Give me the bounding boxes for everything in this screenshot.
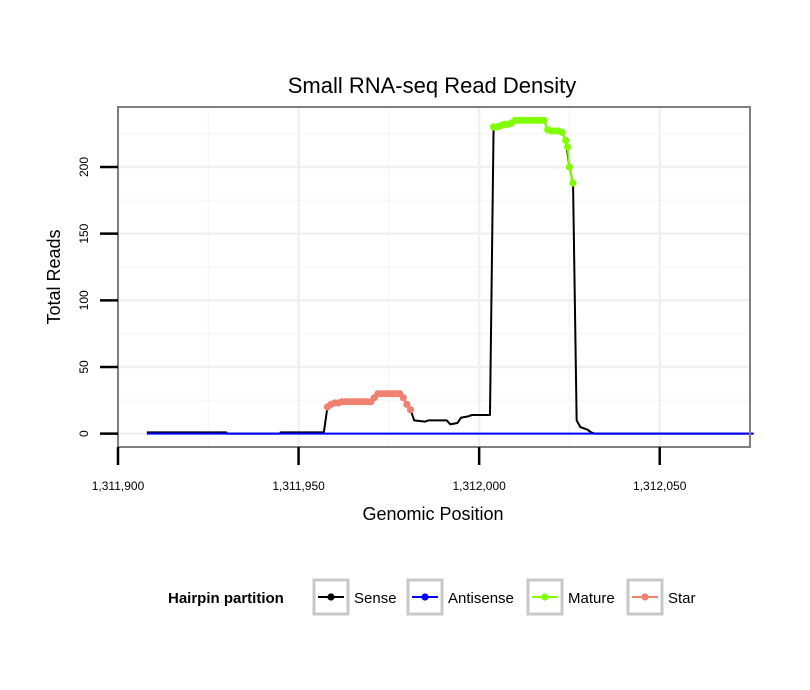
x-tick-label: 1,311,950 — [272, 479, 325, 493]
x-tick-label: 1,311,900 — [92, 479, 145, 493]
x-tick-label: 1,312,000 — [452, 479, 506, 493]
series-layer — [146, 116, 754, 435]
series-star-point — [406, 406, 415, 414]
legend: Hairpin partition Sense Antisense Mature St… — [168, 578, 696, 616]
legend-item-sense: Sense — [312, 578, 397, 616]
x-tick-label: 1,312,050 — [633, 479, 687, 493]
y-tick-label: 50 — [77, 360, 91, 374]
series-mature-point — [569, 179, 577, 187]
series-mature-point — [564, 143, 572, 151]
series-star — [323, 390, 415, 414]
legend-title: Hairpin partition — [168, 590, 284, 607]
series-star-point — [403, 400, 411, 408]
y-axis: 0 50 100 150 200 — [77, 157, 118, 437]
legend-item-mature: Mature — [526, 578, 615, 616]
plot-border — [117, 106, 751, 448]
series-mature-point — [540, 116, 548, 124]
legend-item-antisense: Antisense — [406, 578, 514, 616]
y-tick-label: 150 — [77, 223, 91, 243]
y-axis-title: Total Reads — [44, 229, 64, 324]
legend-label-antisense: Antisense — [448, 590, 514, 607]
legend-key-point — [421, 593, 429, 601]
series-star-point — [399, 394, 407, 402]
legend-label-mature: Mature — [568, 590, 615, 607]
series-mature — [489, 116, 577, 187]
chart-title: Small RNA-seq Read Density — [288, 73, 577, 98]
y-tick-label: 100 — [77, 290, 91, 310]
legend-label-sense: Sense — [354, 590, 397, 607]
plot-panel — [116, 106, 754, 448]
legend-item-star: Star — [626, 578, 696, 616]
x-axis: 1,311,900 1,311,950 1,312,000 1,312,050 — [92, 447, 687, 493]
x-axis-title: Genomic Position — [362, 504, 503, 524]
legend-label-star: Star — [668, 590, 696, 607]
legend-key-point — [327, 593, 335, 601]
y-tick-label: 200 — [77, 157, 91, 177]
y-tick-label: 0 — [77, 430, 91, 437]
series-mature-point — [558, 128, 566, 136]
legend-key-point — [641, 593, 649, 601]
legend-key-point — [541, 593, 549, 601]
series-mature-point — [565, 163, 574, 171]
series-mature-point — [562, 136, 570, 144]
